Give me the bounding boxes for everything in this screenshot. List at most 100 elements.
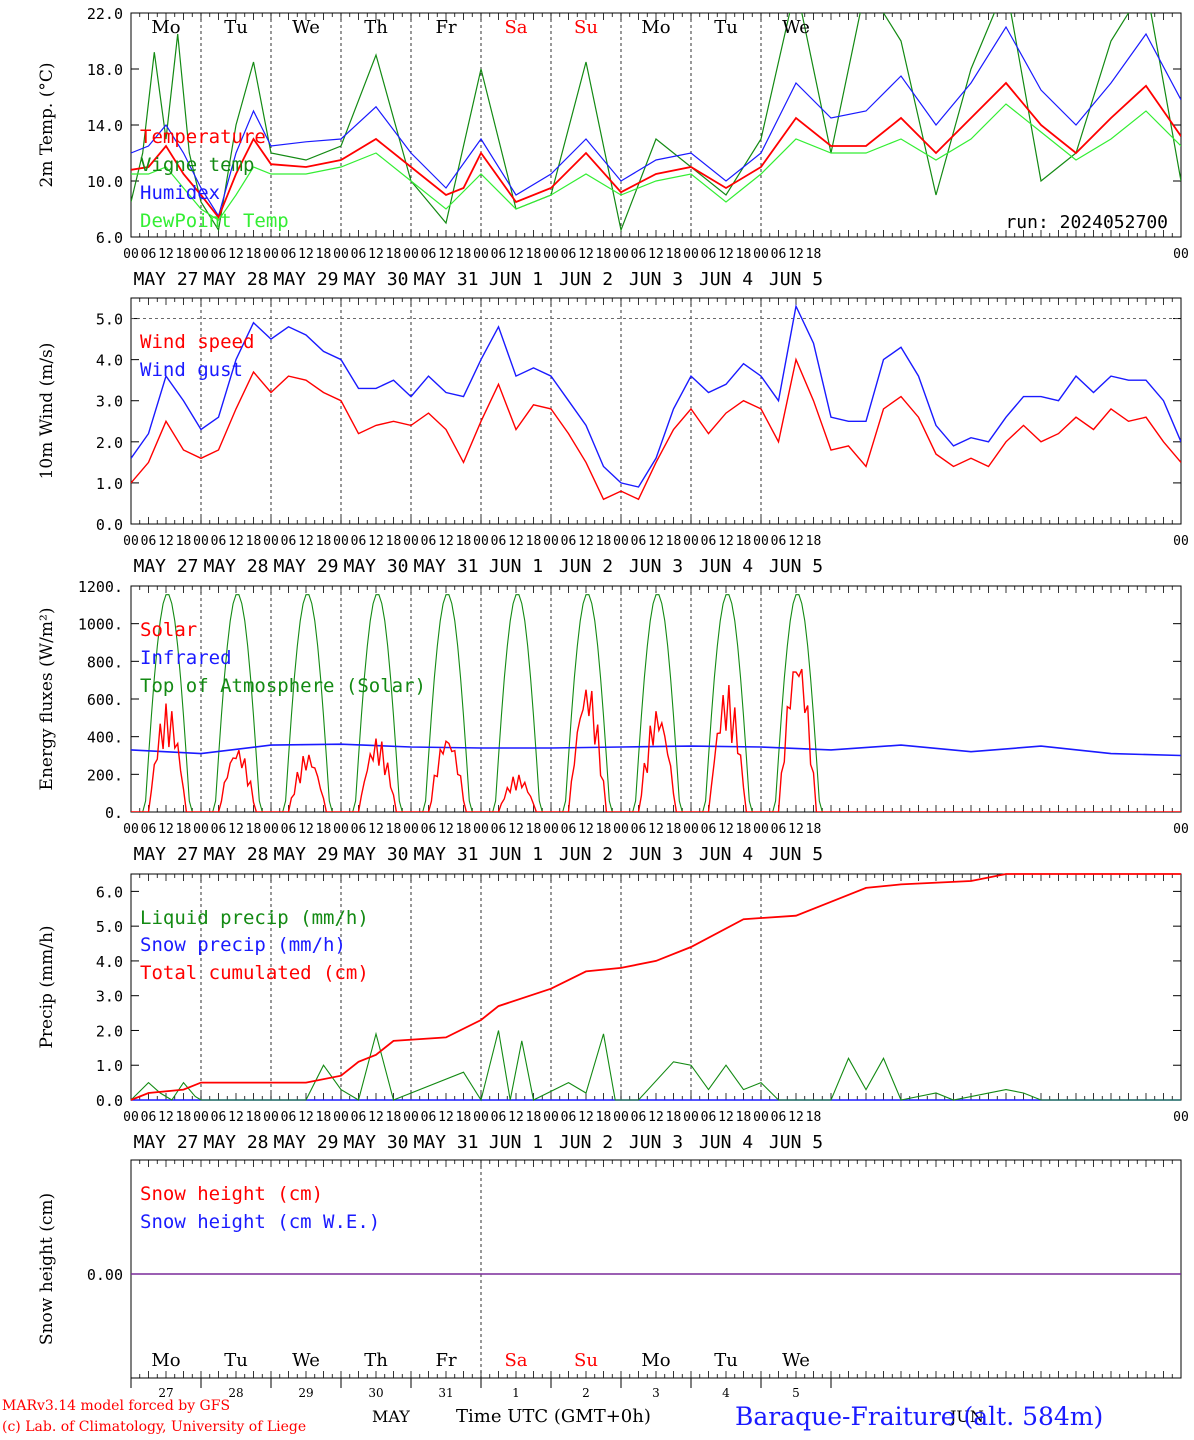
hour-tick-label: 00 bbox=[193, 247, 209, 262]
hour-tick-label: 06 bbox=[631, 1110, 647, 1125]
hour-tick-label: 18 bbox=[596, 534, 612, 549]
hour-tick-label: 00 bbox=[753, 1110, 769, 1125]
hour-tick-label: 12 bbox=[718, 534, 734, 549]
date-label: MAY 29 bbox=[273, 556, 338, 577]
hour-tick-label: 12 bbox=[508, 822, 524, 837]
legend-snow-height-cm-: Snow height (cm) bbox=[140, 1183, 323, 1205]
hour-tick-label: 12 bbox=[718, 1110, 734, 1125]
hour-tick-label: 00 bbox=[403, 822, 419, 837]
weekday-label-bottom: Sa bbox=[504, 1350, 527, 1371]
hour-tick-label: 12 bbox=[648, 822, 664, 837]
date-label: JUN 5 bbox=[769, 556, 823, 577]
hour-tick-label: 12 bbox=[438, 247, 454, 262]
hour-tick-label: 00 bbox=[333, 1110, 349, 1125]
hour-tick-label: 06 bbox=[351, 1110, 367, 1125]
day-number-label: 5 bbox=[792, 1386, 800, 1400]
series-liquid-precip bbox=[130, 1030, 1181, 1102]
hour-tick-label: 06 bbox=[771, 534, 787, 549]
date-label: MAY 28 bbox=[203, 844, 268, 865]
hour-tick-label: 18 bbox=[526, 822, 542, 837]
weekday-label-bottom: Fr bbox=[435, 1350, 456, 1371]
day-number-label: 4 bbox=[722, 1386, 730, 1400]
hour-tick-label: 12 bbox=[298, 1110, 314, 1125]
hour-tick-label: 18 bbox=[806, 1110, 822, 1125]
date-label: JUN 2 bbox=[559, 269, 613, 290]
day-number-label: 30 bbox=[368, 1386, 383, 1400]
hour-tick-label: 06 bbox=[211, 822, 227, 837]
date-label: MAY 30 bbox=[343, 1132, 408, 1153]
y-tick-label: 0.0 bbox=[96, 516, 123, 534]
hour-tick-label: 00 bbox=[543, 247, 559, 262]
hour-tick-label: 18 bbox=[456, 247, 472, 262]
hour-tick-label: 00 bbox=[543, 1110, 559, 1125]
hour-tick-label: 00 bbox=[683, 534, 699, 549]
hour-tick-label: 00 bbox=[193, 534, 209, 549]
hour-tick-label: 18 bbox=[316, 534, 332, 549]
weekday-label-bottom: Th bbox=[364, 1350, 388, 1371]
date-label: JUN 3 bbox=[629, 556, 683, 577]
hour-tick-label: 00 bbox=[123, 247, 139, 262]
legend-snow-height-cm-w-e-: Snow height (cm W.E.) bbox=[140, 1211, 380, 1233]
credit-lab: (c) Lab. of Climatology, University of L… bbox=[2, 1419, 307, 1435]
series-total-cumulated bbox=[130, 873, 1181, 1101]
y-axis-label: Energy fluxes (W/m²) bbox=[37, 608, 57, 791]
hour-tick-label: 12 bbox=[158, 822, 174, 837]
hour-tick-label: 06 bbox=[561, 822, 577, 837]
series-humidex bbox=[131, 25, 1181, 218]
hour-tick-label: 00 bbox=[683, 247, 699, 262]
hour-tick-label: 06 bbox=[561, 247, 577, 262]
hour-tick-label: 12 bbox=[368, 1110, 384, 1125]
date-label: MAY 27 bbox=[133, 844, 198, 865]
y-axis-label: Precip (mm/h) bbox=[37, 925, 57, 1048]
hour-tick-label: 18 bbox=[596, 1110, 612, 1125]
hour-tick-label: 18 bbox=[176, 247, 192, 262]
panel-2 bbox=[130, 297, 1182, 525]
hour-tick-label: 06 bbox=[561, 1110, 577, 1125]
legend-total-cumulated-cm-: Total cumulated (cm) bbox=[140, 962, 369, 984]
date-label: JUN 3 bbox=[629, 844, 683, 865]
hour-tick-label: 18 bbox=[666, 1110, 682, 1125]
date-label: JUN 5 bbox=[769, 1132, 823, 1153]
hour-tick-label: 12 bbox=[508, 247, 524, 262]
hour-tick-label: 18 bbox=[526, 534, 542, 549]
hour-tick-label: 12 bbox=[368, 822, 384, 837]
hour-tick-label: 00 bbox=[753, 247, 769, 262]
hour-tick-label: 00 bbox=[613, 822, 629, 837]
hour-tick-label: 00 bbox=[613, 534, 629, 549]
y-tick-label: 10.0 bbox=[87, 173, 123, 191]
plot-frame bbox=[130, 585, 1182, 813]
y-tick-label: 3.0 bbox=[96, 393, 123, 411]
series-infrared bbox=[131, 743, 1181, 757]
weekday-label: Th bbox=[364, 17, 388, 38]
x-axis-title: Time UTC (GMT+0h) bbox=[456, 1406, 651, 1427]
hour-tick-label: 06 bbox=[631, 247, 647, 262]
weekday-label-bottom: We bbox=[292, 1350, 320, 1371]
date-label: MAY 28 bbox=[203, 1132, 268, 1153]
series-wind-speed bbox=[131, 357, 1181, 501]
date-label: MAY 27 bbox=[133, 556, 198, 577]
hour-tick-label: 18 bbox=[246, 534, 262, 549]
y-tick-label: 6.0 bbox=[96, 883, 123, 901]
y-tick-label: 400. bbox=[87, 729, 123, 747]
hour-tick-label: 00 bbox=[543, 534, 559, 549]
date-label: JUN 3 bbox=[629, 1132, 683, 1153]
hour-tick-label: 00 bbox=[193, 822, 209, 837]
hour-tick-label: 18 bbox=[456, 534, 472, 549]
hour-tick-label: 00 bbox=[333, 247, 349, 262]
hour-tick-label: 18 bbox=[176, 822, 192, 837]
hour-tick-label: 12 bbox=[298, 822, 314, 837]
day-number-label: 29 bbox=[298, 1386, 313, 1400]
hour-tick-label: 18 bbox=[456, 822, 472, 837]
y-tick-label: 22.0 bbox=[87, 5, 123, 23]
hour-tick-label: 06 bbox=[701, 1110, 717, 1125]
hour-tick-label: 12 bbox=[438, 534, 454, 549]
weekday-label: Tu bbox=[224, 17, 248, 38]
date-label: MAY 30 bbox=[343, 844, 408, 865]
date-label: JUN 1 bbox=[489, 844, 543, 865]
hour-tick-label: 18 bbox=[596, 822, 612, 837]
hour-tick-label: 06 bbox=[491, 1110, 507, 1125]
date-label: JUN 1 bbox=[489, 269, 543, 290]
hour-tick-label: 18 bbox=[176, 1110, 192, 1125]
hour-tick-label: 18 bbox=[176, 534, 192, 549]
